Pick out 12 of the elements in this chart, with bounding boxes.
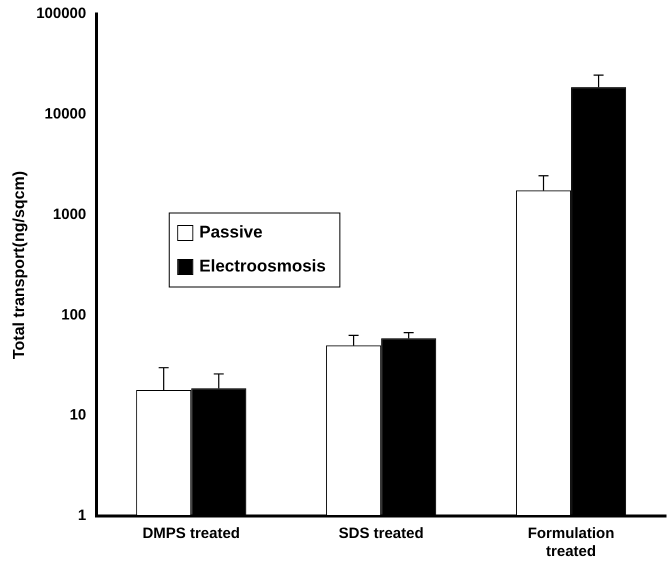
y-tick-label: 100 xyxy=(61,306,86,324)
legend-label: Passive xyxy=(199,222,263,242)
y-tick-label: 10 xyxy=(70,406,86,424)
y-tick-label: 1000 xyxy=(52,206,86,223)
x-tick-label: Formulation treated xyxy=(528,525,614,560)
legend-label: Electroosmosis xyxy=(199,256,326,276)
x-tick-label: SDS treated xyxy=(338,525,424,542)
y-tick-label: 100000 xyxy=(36,5,86,22)
x-tick-label: DMPS treated xyxy=(142,525,240,542)
y-tick-label: 10000 xyxy=(44,106,86,123)
y-tick-label: 1 xyxy=(78,507,86,524)
y-axis-title: Total transport(ng/sqcm) xyxy=(11,170,28,360)
